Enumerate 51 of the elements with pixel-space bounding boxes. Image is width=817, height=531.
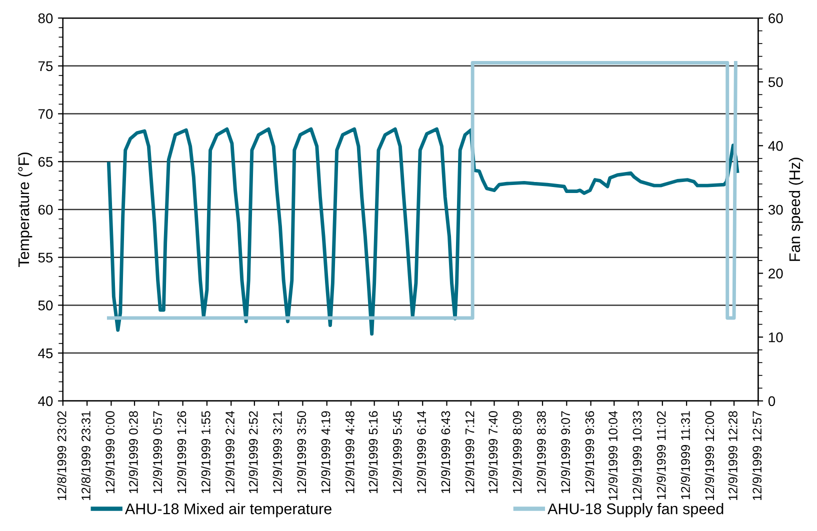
y-axis-title: Temperature (°F) bbox=[18, 152, 32, 267]
x-tick-label: 12/9/1999 3:21 bbox=[272, 411, 282, 494]
x-tick-label: 12/8/1999 23:02 bbox=[57, 411, 66, 500]
x-tick-label: 12/9/1999 12:57 bbox=[752, 411, 762, 500]
line-series bbox=[106, 127, 740, 336]
x-tick-label: 12/9/1999 8:38 bbox=[536, 411, 546, 494]
y2-tick-label: 50 bbox=[768, 77, 783, 88]
x-tick-label: 12/9/1999 12:00 bbox=[704, 411, 714, 500]
x-tick-label: 12/9/1999 10:04 bbox=[608, 410, 618, 500]
x-tick-label: 12/9/1999 7:12 bbox=[465, 411, 474, 494]
y-tick-label: 45 bbox=[38, 348, 53, 358]
y2-tick-label: 20 bbox=[768, 268, 783, 278]
y-tick-label: 80 bbox=[38, 13, 53, 24]
y-tick-label: 65 bbox=[38, 156, 53, 167]
x-tick-label: 12/9/1999 9:07 bbox=[560, 411, 570, 494]
y-tick-label: 40 bbox=[38, 396, 53, 406]
x-tick-label: 12/9/1999 10:33 bbox=[632, 411, 642, 500]
x-tick-label: 12/9/1999 0:57 bbox=[152, 411, 162, 494]
x-tick-label: 12/9/1999 7:40 bbox=[488, 411, 498, 494]
y2-tick-label: 30 bbox=[768, 204, 783, 215]
y2-tick-label: 60 bbox=[768, 13, 783, 24]
x-tick-label: 12/9/1999 0:28 bbox=[128, 411, 138, 494]
y-tick-label: 75 bbox=[38, 61, 53, 72]
x-tick-label: 12/9/1999 0:00 bbox=[105, 411, 115, 494]
x-tick-label: 12/9/1999 2:24 bbox=[225, 410, 234, 494]
x-tick-label: 12/9/1999 2:52 bbox=[248, 411, 258, 494]
x-tick-label: 12/9/1999 8:09 bbox=[512, 411, 522, 494]
y-tick-label: 55 bbox=[38, 252, 53, 263]
x-tick-label: 12/9/1999 5:16 bbox=[368, 411, 378, 494]
x-tick-label: 12/9/1999 11:02 bbox=[656, 411, 666, 500]
y2-axis-title: Fan speed (Hz) bbox=[788, 158, 804, 261]
legend-label: AHU-18 Mixed air temperature bbox=[124, 503, 332, 518]
y-tick-label: 50 bbox=[38, 300, 53, 310]
y2-tick-label: 10 bbox=[768, 332, 783, 342]
x-tick-label: 12/9/1999 4:19 bbox=[321, 411, 330, 494]
x-tick-label: 12/9/1999 12:28 bbox=[728, 411, 738, 500]
x-tick-label: 12/8/1999 23:31 bbox=[81, 411, 90, 500]
x-tick-label: 12/9/1999 5:45 bbox=[392, 411, 402, 494]
y2-tick-label: 0 bbox=[768, 396, 776, 406]
x-tick-label: 12/9/1999 3:50 bbox=[296, 411, 306, 494]
y-tick-label: 70 bbox=[38, 109, 53, 119]
y2-tick-label: 40 bbox=[768, 141, 783, 151]
x-tick-label: 12/9/1999 1:55 bbox=[201, 411, 210, 494]
legend-label: AHU-18 Supply fan speed bbox=[548, 503, 724, 518]
y-tick-label: 60 bbox=[38, 204, 53, 215]
x-tick-label: 12/9/1999 9:36 bbox=[584, 411, 594, 494]
x-tick-label: 12/9/1999 6:43 bbox=[440, 411, 450, 494]
x-tick-label: 12/9/1999 11:31 bbox=[680, 411, 690, 500]
x-tick-label: 12/9/1999 1:26 bbox=[176, 411, 186, 494]
x-tick-label: 12/9/1999 4:48 bbox=[345, 411, 354, 494]
x-tick-label: 12/9/1999 6:14 bbox=[416, 410, 426, 494]
